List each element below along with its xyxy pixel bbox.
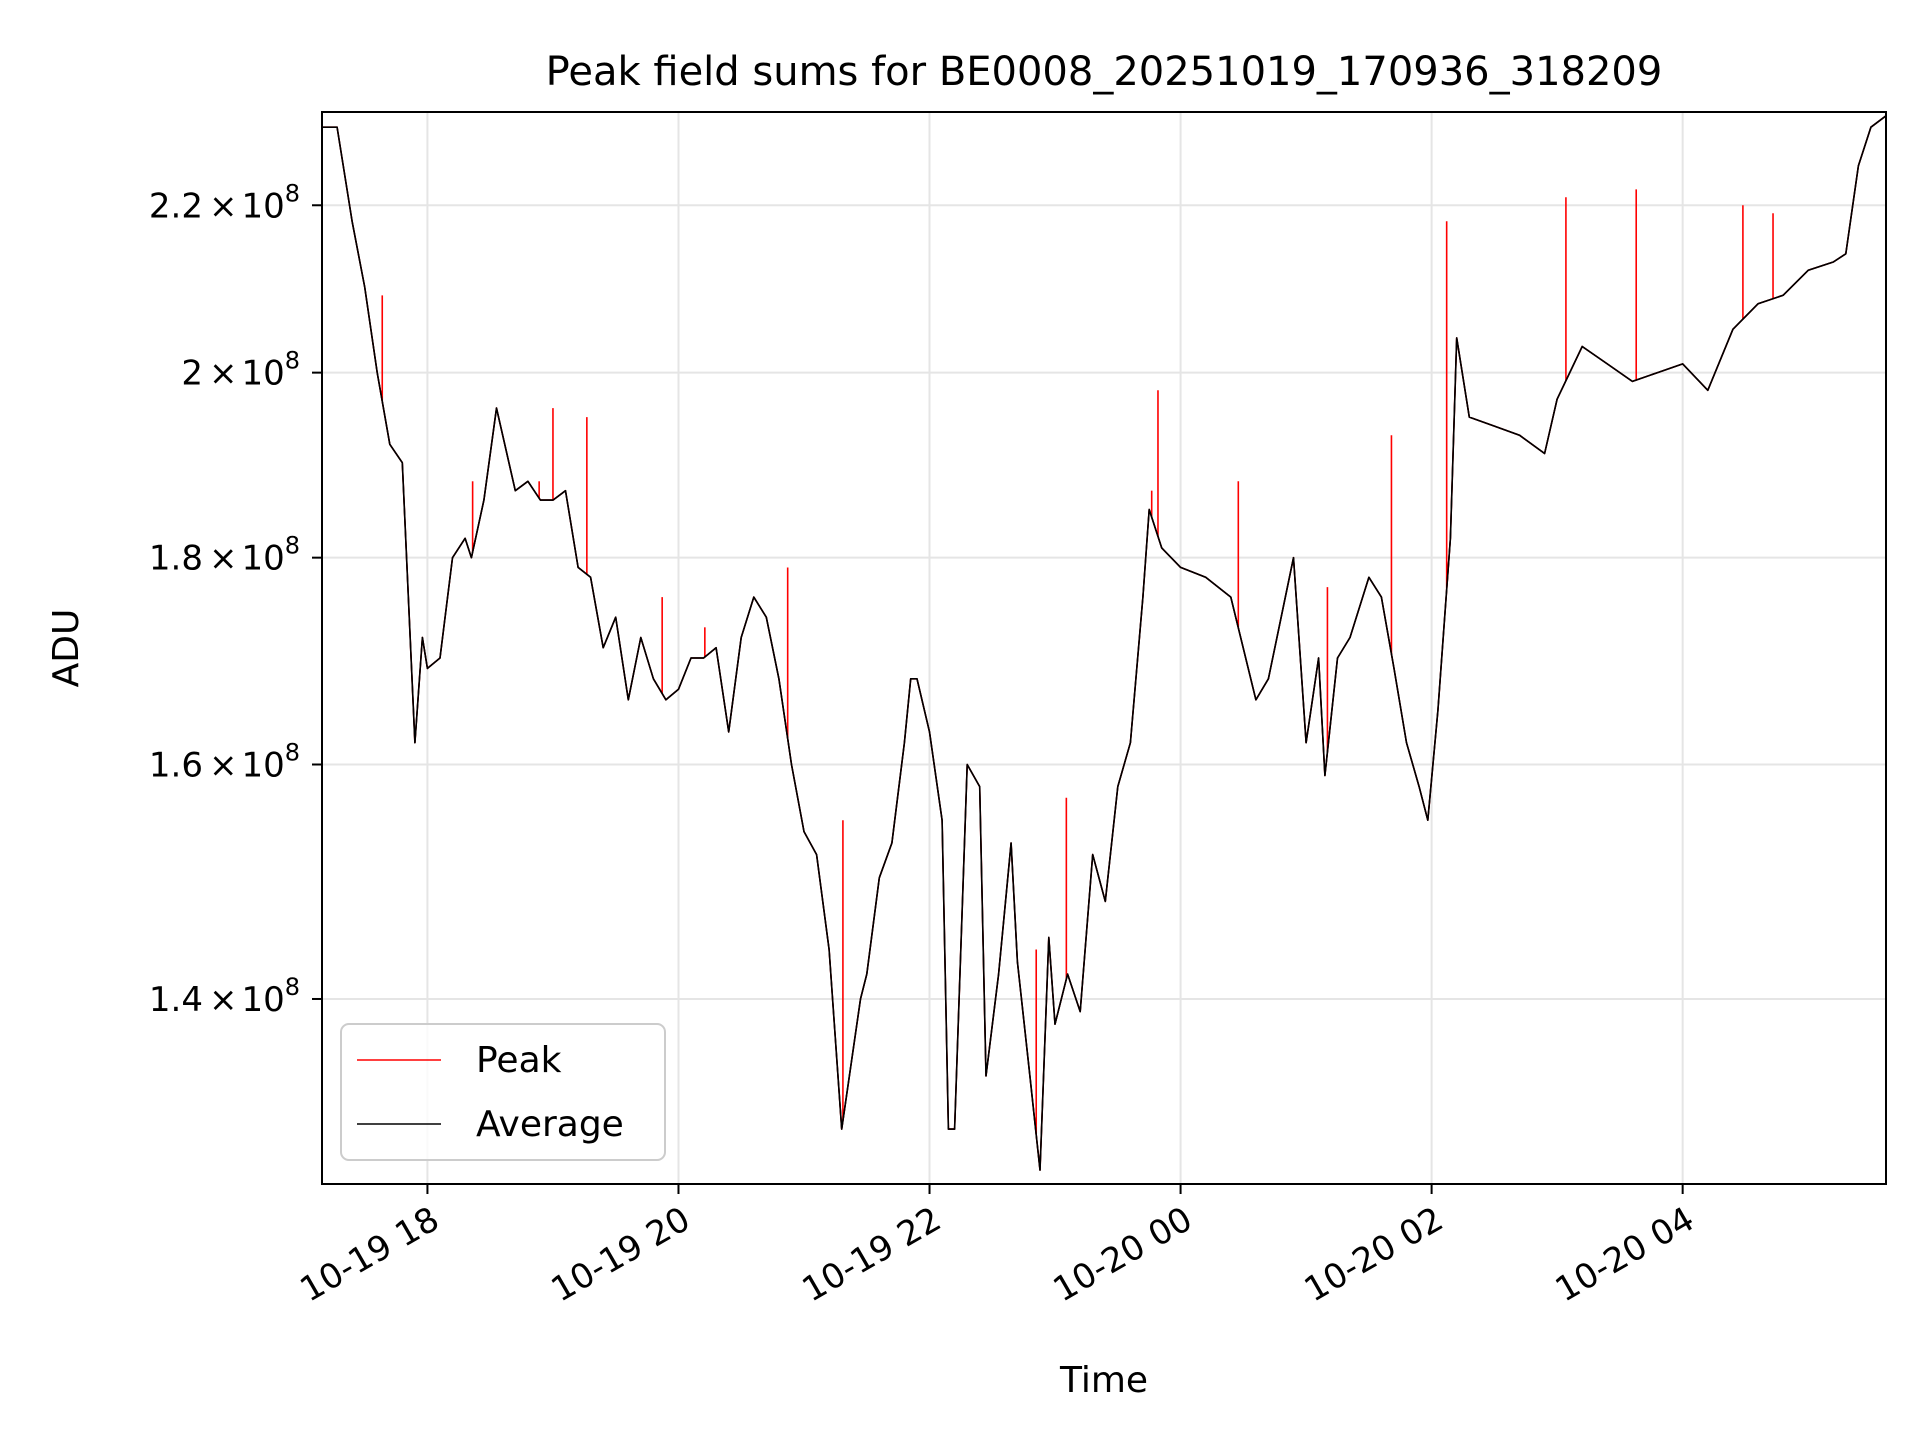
legend: Peak Average	[340, 1023, 666, 1161]
y-axis-label: ADU	[46, 609, 87, 688]
grid-layer	[322, 112, 1886, 1184]
legend-label-average: Average	[476, 1104, 624, 1145]
plot-frame	[321, 111, 1887, 1185]
y-tick-label: 2.2 × 108	[149, 179, 300, 226]
y-tick-label: 1.4 × 108	[149, 973, 300, 1020]
y-tick-label: 1.8 × 108	[149, 532, 300, 579]
y-axis: 1.4 × 108 1.6 × 108 1.8 × 108 2 × 108 2.2 × 108	[149, 179, 322, 1020]
y-tick-label: 2 × 108	[181, 347, 300, 394]
series-line-average-overlay	[322, 115, 1887, 1171]
chart-title: Peak field sums for BE0008_20251019_1709…	[546, 49, 1663, 95]
series-layer	[322, 115, 1887, 1171]
y-tick-label: 1.6 × 108	[149, 738, 300, 785]
legend-box	[340, 1023, 666, 1161]
x-axis-label: Time	[1059, 1360, 1148, 1401]
legend-label-peak: Peak	[476, 1040, 562, 1081]
